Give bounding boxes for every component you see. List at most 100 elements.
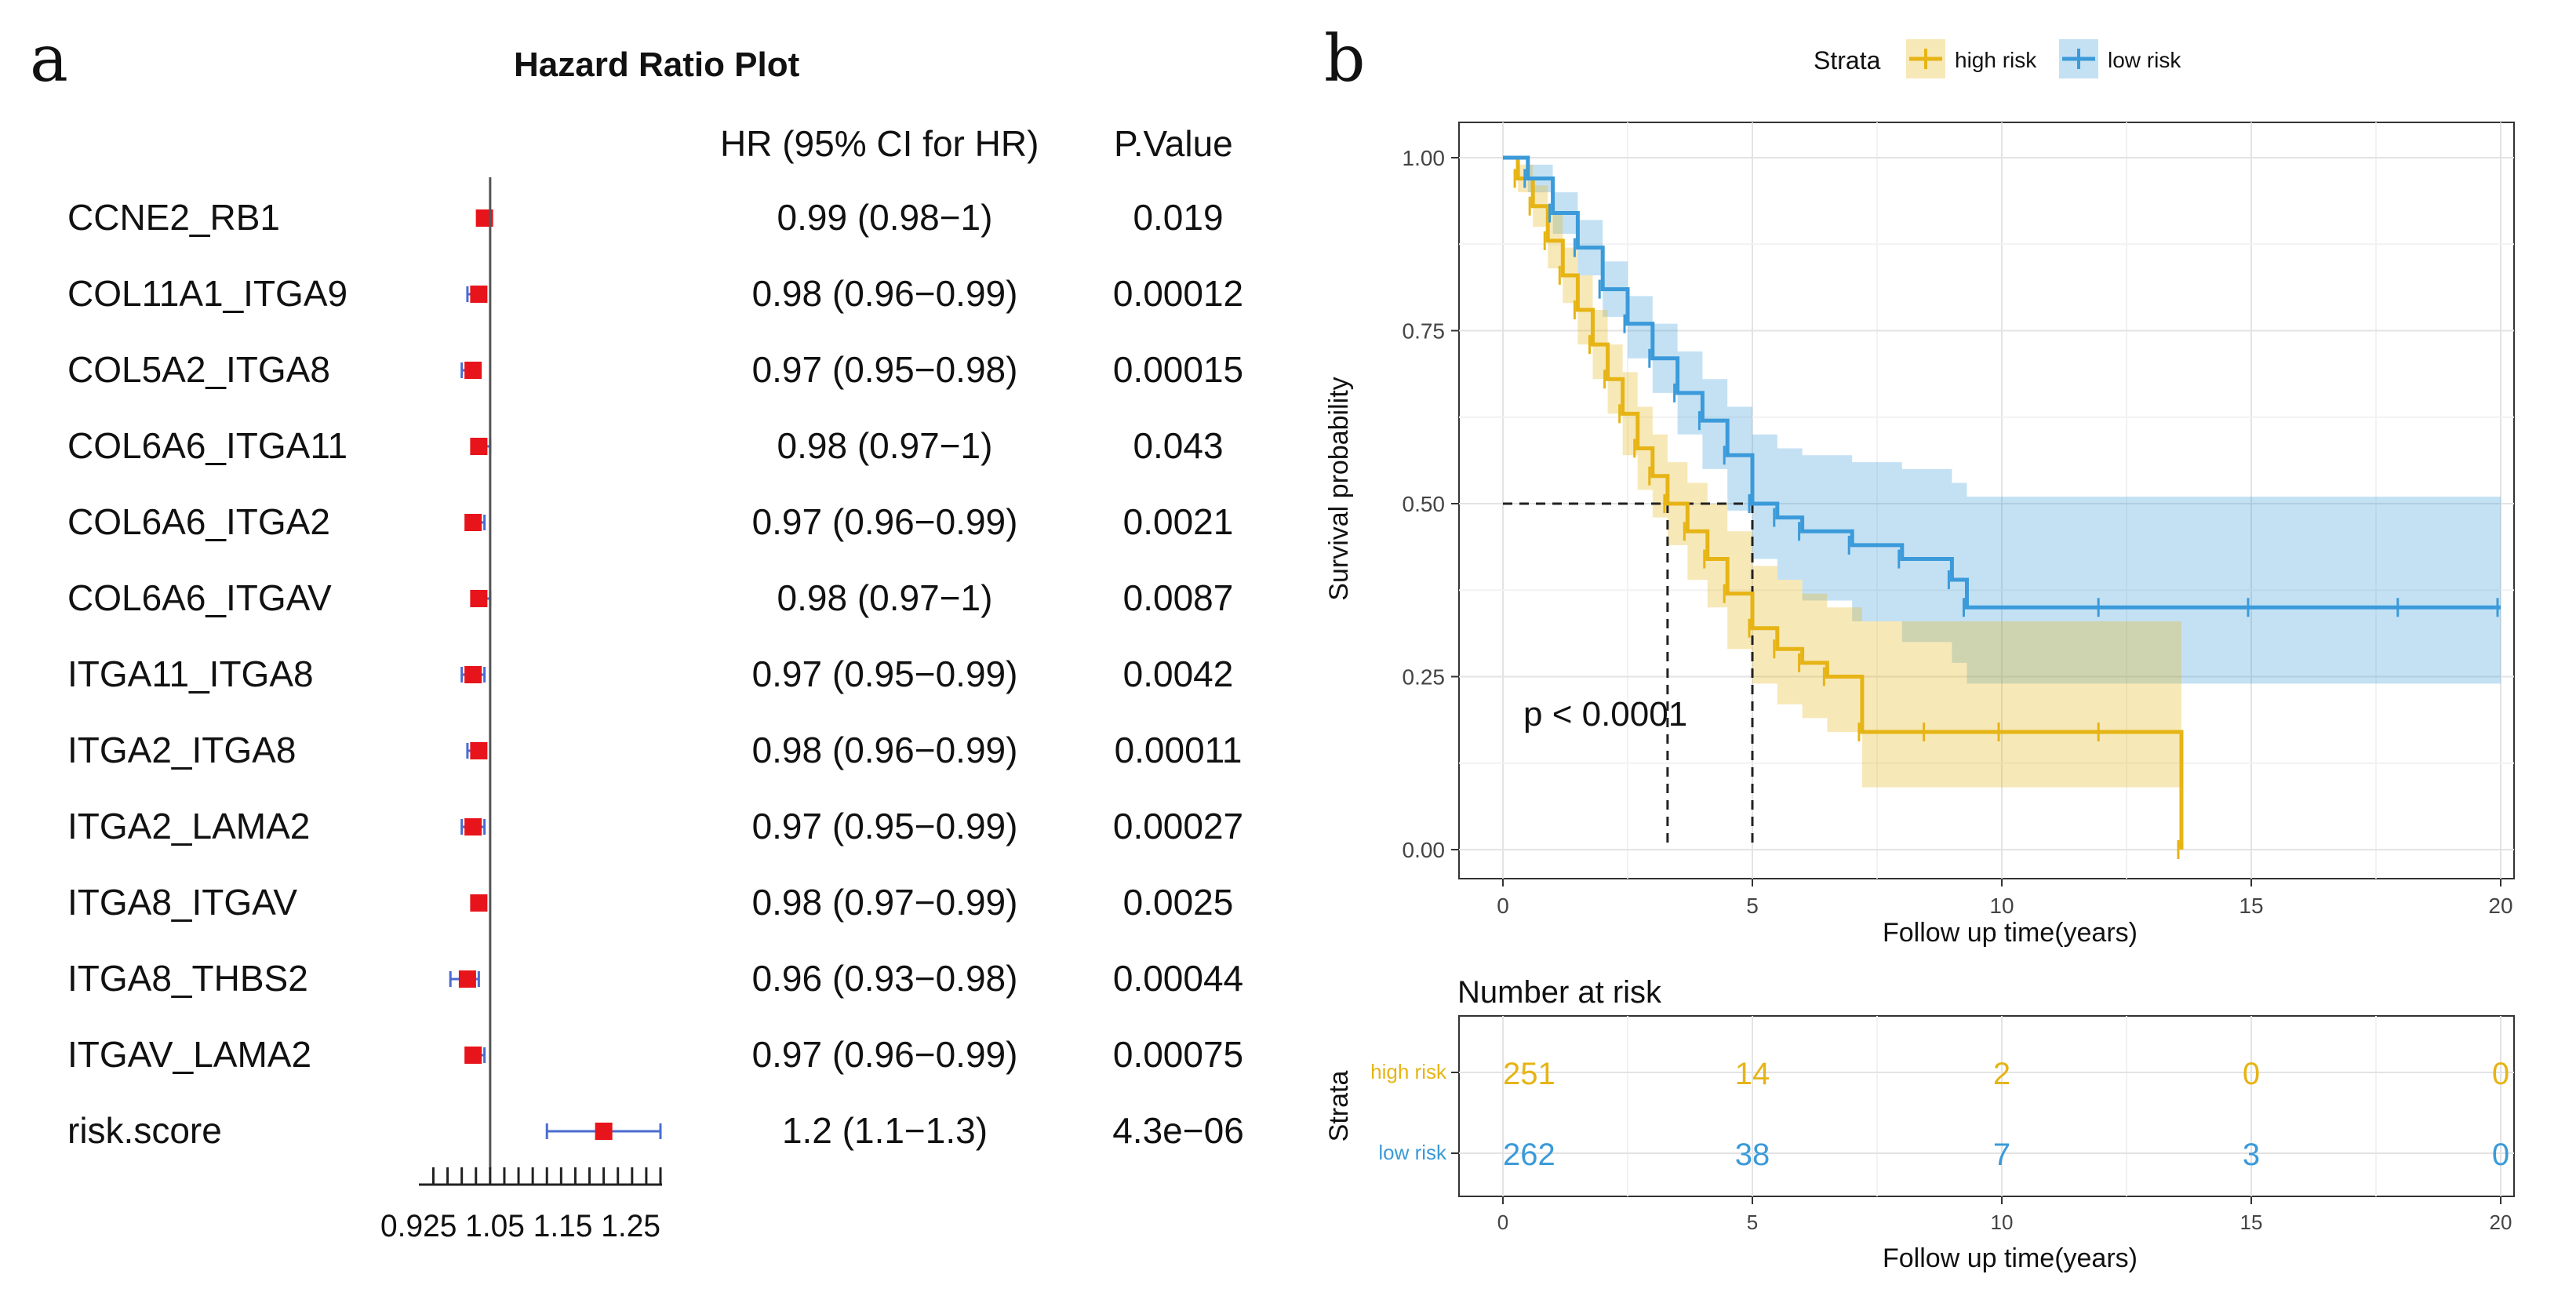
hazard-ratio-plot-title: Hazard Ratio Plot	[514, 46, 800, 84]
km-curve-high-risk	[1503, 155, 2184, 850]
forest-row-pvalue: 0.043	[1133, 425, 1224, 466]
risk-count: 0	[2243, 1057, 2260, 1091]
risk-x-tick-label: 5	[1747, 1210, 1758, 1234]
forest-row-label: ITGA2_LAMA2	[67, 806, 311, 846]
forest-row-pvalue: 0.00015	[1112, 349, 1244, 390]
risk-count: 251	[1503, 1057, 1555, 1091]
km-x-tick-label: 0	[1497, 894, 1509, 918]
forest-row-label: COL6A6_ITGAV	[67, 577, 332, 618]
forest-row-label: ITGAV_LAMA2	[67, 1034, 312, 1075]
forest-row-pvalue: 0.00027	[1112, 806, 1244, 846]
forest-row-label: COL5A2_ITGA8	[67, 349, 330, 390]
forest-row-hr-ci: 0.98 (0.96−0.99)	[751, 273, 1018, 314]
km-x-axis-label: Follow up time(years)	[1883, 918, 2138, 948]
hr-point	[595, 1123, 613, 1140]
risk-count: 2	[1993, 1057, 2010, 1091]
legend-title: Strata	[1814, 46, 1881, 75]
legend-label: low risk	[2108, 48, 2181, 72]
panel-b-letter: b	[1324, 22, 1366, 96]
hr-ci-column-header: HR (95% CI for HR)	[720, 123, 1039, 164]
km-y-axis-label: Survival probability	[1324, 377, 1354, 600]
forest-row-pvalue: 0.0087	[1122, 577, 1234, 618]
risk-x-axis-label: Follow up time(years)	[1883, 1243, 2138, 1273]
km-y-tick-label: 0.75	[1403, 319, 1446, 344]
km-y-tick-label: 0.25	[1403, 665, 1446, 690]
risk-count: 7	[1993, 1138, 2010, 1172]
forest-row-hr-ci: 0.98 (0.97−0.99)	[751, 882, 1018, 923]
forest-row-hr-ci: 0.98 (0.96−0.99)	[751, 730, 1018, 770]
risk-table-title: Number at risk	[1457, 975, 1662, 1010]
risk-count: 14	[1735, 1057, 1770, 1091]
forest-row-hr-ci: 1.2 (1.1−1.3)	[781, 1110, 988, 1151]
risk-x-tick-label: 10	[1991, 1210, 2014, 1234]
km-plot-area	[1458, 122, 2515, 879]
hr-point	[475, 209, 493, 227]
km-y-tick-label: 0.50	[1403, 492, 1446, 516]
legend-label: high risk	[1955, 48, 2037, 72]
km-y-tick-label: 1.00	[1403, 146, 1446, 170]
forest-row-pvalue: 0.00044	[1112, 958, 1244, 999]
risk-row-label: high risk	[1370, 1060, 1447, 1083]
km-y-tick-label: 0.00	[1403, 838, 1446, 862]
forest-row-pvalue: 0.0025	[1122, 882, 1234, 923]
km-x-tick-label: 15	[2239, 894, 2263, 918]
risk-count: 262	[1503, 1138, 1555, 1172]
risk-x-tick-label: 20	[2490, 1210, 2512, 1234]
hr-point	[464, 666, 482, 683]
forest-row-label: COL6A6_ITGA11	[67, 425, 348, 466]
forest-row-hr-ci: 0.98 (0.97−1)	[777, 425, 993, 466]
forest-row-pvalue: 0.0021	[1122, 501, 1234, 542]
risk-count: 38	[1735, 1138, 1770, 1172]
hr-point	[458, 970, 476, 988]
forest-row-label: ITGA8_THBS2	[67, 958, 308, 999]
forest-row-label: COL11A1_ITGA9	[67, 273, 348, 314]
km-ci-band-low-risk	[1503, 158, 2501, 684]
hr-point	[470, 286, 488, 303]
panel-a-letter: a	[30, 22, 68, 96]
forest-row-label: ITGA11_ITGA8	[67, 653, 314, 694]
risk-x-tick-label: 15	[2240, 1210, 2263, 1234]
hr-point	[470, 894, 488, 912]
forest-x-tick-labels: 0.925 1.05 1.15 1.25	[380, 1209, 660, 1243]
forest-row-hr-ci: 0.97 (0.95−0.98)	[751, 349, 1018, 390]
risk-count: 3	[2243, 1138, 2260, 1172]
km-x-tick-label: 20	[2488, 894, 2512, 918]
hr-point	[470, 590, 488, 607]
pvalue-column-header: P.Value	[1114, 123, 1233, 164]
km-x-tick-label: 10	[1989, 894, 2014, 918]
forest-row-label: CCNE2_RB1	[67, 197, 280, 238]
hr-point	[470, 742, 488, 759]
forest-row-pvalue: 0.00011	[1114, 730, 1243, 770]
km-curve-low-risk	[1503, 155, 2501, 610]
forest-row-hr-ci: 0.96 (0.93−0.98)	[751, 958, 1018, 999]
hr-point	[464, 362, 482, 379]
risk-row-label: low risk	[1378, 1141, 1447, 1164]
forest-row-pvalue: 0.00075	[1112, 1034, 1244, 1075]
forest-row-label: COL6A6_ITGA2	[67, 501, 330, 542]
forest-row-pvalue: 0.00012	[1112, 273, 1244, 314]
forest-row-pvalue: 0.0042	[1122, 653, 1234, 694]
forest-row-hr-ci: 0.97 (0.95−0.99)	[751, 806, 1018, 846]
risk-count: 0	[2492, 1138, 2509, 1172]
risk-y-axis-label: Strata	[1324, 1071, 1354, 1142]
forest-row-hr-ci: 0.97 (0.96−0.99)	[751, 501, 1018, 542]
forest-row-label: ITGA8_ITGAV	[67, 882, 298, 923]
hr-point	[464, 818, 482, 835]
forest-row-pvalue: 0.019	[1133, 197, 1224, 238]
km-pvalue-annotation: p < 0.0001	[1523, 695, 1687, 734]
risk-x-tick-label: 0	[1497, 1210, 1508, 1234]
hr-point	[464, 514, 482, 531]
km-x-tick-label: 5	[1746, 894, 1759, 918]
forest-row-hr-ci: 0.97 (0.96−0.99)	[751, 1034, 1018, 1075]
forest-row-hr-ci: 0.97 (0.95−0.99)	[751, 653, 1018, 694]
forest-row-pvalue: 4.3e−06	[1112, 1110, 1244, 1151]
forest-row-label: risk.score	[67, 1110, 222, 1151]
forest-row-hr-ci: 0.98 (0.97−1)	[777, 577, 993, 618]
forest-row-label: ITGA2_ITGA8	[67, 730, 297, 770]
hr-point	[464, 1047, 482, 1064]
km-ci-band-high-risk	[1503, 158, 2181, 788]
hr-point	[470, 438, 488, 455]
